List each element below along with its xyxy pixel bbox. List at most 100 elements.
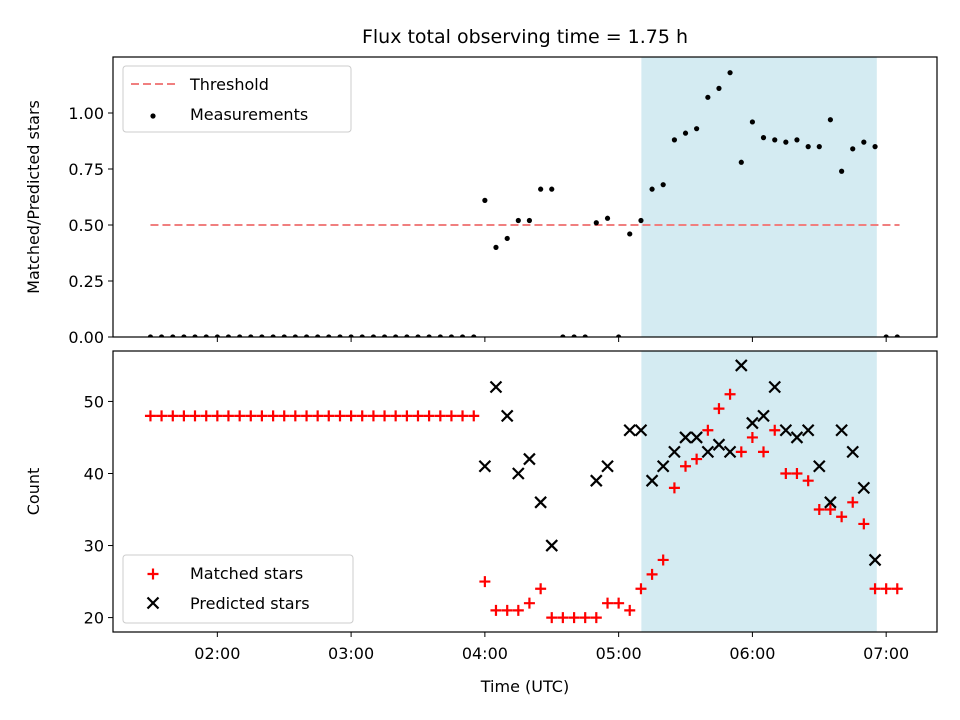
predicted-stars-point [489, 380, 503, 394]
matched-stars-point [724, 388, 736, 400]
matched-stars-point [200, 410, 212, 422]
measurement-point [259, 334, 265, 337]
matched-stars-point [590, 612, 602, 624]
measurement-point [337, 334, 343, 337]
predicted-stars-point [478, 460, 492, 473]
x-tick-label: 02:00 [194, 644, 240, 663]
measurement-point [459, 334, 466, 337]
predicted-stars-point [768, 380, 782, 394]
matched-stars-point [178, 410, 190, 422]
measurement-point [593, 220, 599, 226]
matched-stars-point [869, 583, 881, 595]
matched-stars-point [557, 612, 569, 624]
matched-stars-point [256, 410, 268, 422]
matched-stars-point [367, 410, 379, 422]
predicted-stars-point [779, 423, 793, 437]
measurement-point [716, 85, 722, 91]
predicted-stars-point [790, 431, 804, 444]
measurement-point [616, 334, 622, 337]
measurement-point [437, 334, 443, 337]
measurement-point [515, 217, 521, 224]
measurement-point [225, 334, 232, 337]
measurement-point [526, 217, 533, 224]
matched-stars-point [780, 467, 792, 479]
matched-stars-point [434, 410, 446, 422]
measurement-point [749, 119, 756, 125]
predicted-stars-point [690, 431, 703, 444]
measurement-point [705, 94, 711, 100]
matched-stars-point [222, 410, 234, 422]
measurement-point [827, 117, 833, 123]
y-axis-label: Count [24, 468, 43, 516]
matched-stars-point [813, 504, 825, 516]
measurement-point [315, 334, 321, 337]
predicted-stars-point [656, 460, 670, 473]
y-tick-label: 0.75 [68, 160, 104, 179]
predicted-stars-point [634, 423, 648, 437]
matched-stars-point [702, 424, 714, 436]
predicted-stars-point [857, 481, 871, 495]
legend-box [122, 65, 352, 133]
measurement-point [426, 334, 432, 337]
measurement-point [582, 334, 588, 337]
matched-stars-point [334, 410, 346, 422]
matched-stars-point [457, 410, 469, 422]
legend-measurements-swatch [150, 113, 156, 119]
measurement-point [649, 186, 655, 192]
matched-stars-point [512, 604, 524, 616]
matched-stars-point [579, 612, 591, 624]
measurement-point [738, 159, 744, 165]
measurement-point [158, 334, 165, 337]
predicted-stars-point [813, 460, 826, 473]
matched-stars-point [278, 410, 290, 422]
matched-stars-point [880, 583, 892, 595]
predicted-stars-point [746, 416, 759, 430]
measurement-point [292, 334, 298, 337]
measurement-point [694, 126, 700, 132]
matched-stars-point [479, 576, 491, 588]
x-tick-label: 05:00 [596, 644, 642, 663]
predicted-stars-point [668, 445, 681, 459]
legend-predicted-swatch [146, 596, 160, 610]
matched-stars-point [646, 568, 658, 580]
measurement-point [471, 334, 477, 337]
axes-frame [112, 56, 938, 338]
matched-stars-point [535, 583, 547, 595]
matched-stars-point [189, 410, 201, 422]
matched-stars-point [680, 460, 692, 472]
measurement-point [671, 137, 678, 143]
matched-stars-point [267, 410, 279, 422]
measurement-point [270, 334, 276, 337]
matched-stars-point [412, 410, 424, 422]
y-tick-label: 0.00 [68, 328, 104, 347]
measurement-point [248, 334, 254, 337]
measurement-point [381, 334, 388, 337]
legend-measurements-label: Measurements [190, 105, 308, 124]
y-tick-label: 0.50 [68, 216, 104, 235]
matched-stars-point [490, 604, 502, 616]
measurement-point [192, 334, 198, 337]
measurement-point [281, 334, 287, 337]
y-tick-label: 40 [84, 464, 104, 483]
bottom-panel: 20 30 40 50 02:00 03:00 04:00 05:00 06:00 07:00 Co… [24, 350, 938, 696]
matched-stars-point [657, 554, 669, 566]
measurement-point [850, 146, 856, 152]
matched-stars-point [423, 410, 435, 422]
y-tick-label: 50 [84, 392, 104, 411]
matched-stars-point [758, 446, 770, 458]
matched-stars-point [156, 410, 168, 422]
measurement-point [883, 334, 889, 337]
measurement-point [760, 135, 767, 141]
matched-stars-point [144, 410, 156, 422]
measurement-point [627, 231, 633, 237]
measurement-point [359, 334, 365, 337]
measurement-point [448, 334, 455, 337]
matched-stars-point [401, 410, 413, 422]
measurement-point [203, 334, 209, 337]
matched-stars-point [167, 410, 179, 422]
plot-area [144, 359, 903, 624]
x-tick-label: 07:00 [863, 644, 909, 663]
matched-stars-point [211, 410, 223, 422]
measurement-point [393, 334, 399, 337]
measurement-point [571, 334, 577, 337]
